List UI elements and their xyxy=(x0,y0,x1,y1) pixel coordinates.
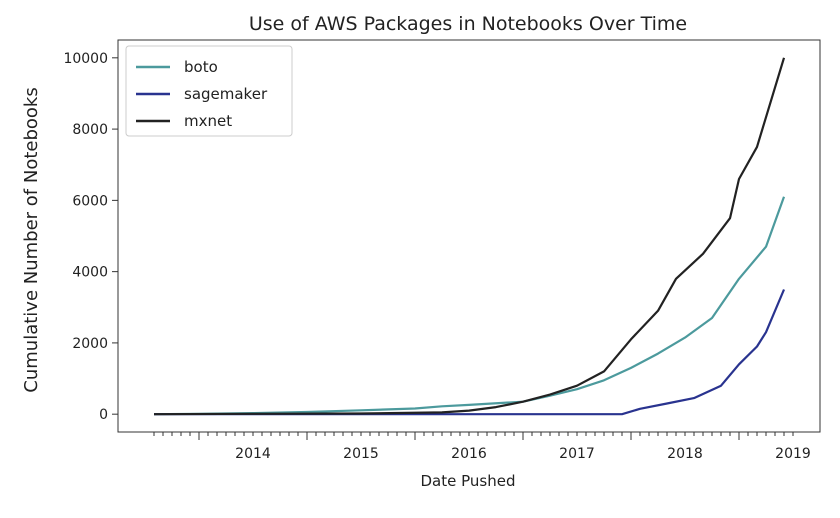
legend-label-boto: boto xyxy=(184,58,218,76)
legend-box xyxy=(125,45,293,137)
series-line-sagemaker xyxy=(154,289,786,416)
y-tick-label: 10000 xyxy=(63,51,108,67)
legend: boto sagemaker mxnet xyxy=(125,45,293,137)
x-tick-label: 2017 xyxy=(559,446,595,462)
x-tick-label: 2014 xyxy=(235,446,271,462)
legend-label-mxnet: mxnet xyxy=(184,112,232,130)
y-tick-label: 8000 xyxy=(72,122,108,138)
y-tick-label: 2000 xyxy=(72,336,108,352)
series-line-mxnet xyxy=(153,57,786,416)
x-axis: 2014 2015 2016 2017 2018 2019 xyxy=(235,446,811,462)
legend-label-sagemaker: sagemaker xyxy=(184,85,268,103)
y-tick-label: 0 xyxy=(99,407,108,423)
y-tick-label: 4000 xyxy=(72,265,108,281)
y-tick-label: 6000 xyxy=(72,193,108,209)
x-tick-label: 2016 xyxy=(451,446,487,462)
series-lines xyxy=(153,57,786,416)
x-tick-label: 2015 xyxy=(343,446,379,462)
x-axis-title: Date Pushed xyxy=(421,472,516,490)
x-minor-ticks xyxy=(153,432,794,440)
x-tick-label: 2018 xyxy=(667,446,703,462)
y-axis: 0 2000 4000 6000 8000 10000 xyxy=(63,51,118,423)
series-line-boto xyxy=(153,196,786,416)
x-tick-label: 2019 xyxy=(775,446,811,462)
y-axis-title: Cumulative Number of Notebooks xyxy=(21,87,42,392)
chart-title: Use of AWS Packages in Notebooks Over Ti… xyxy=(249,13,687,35)
